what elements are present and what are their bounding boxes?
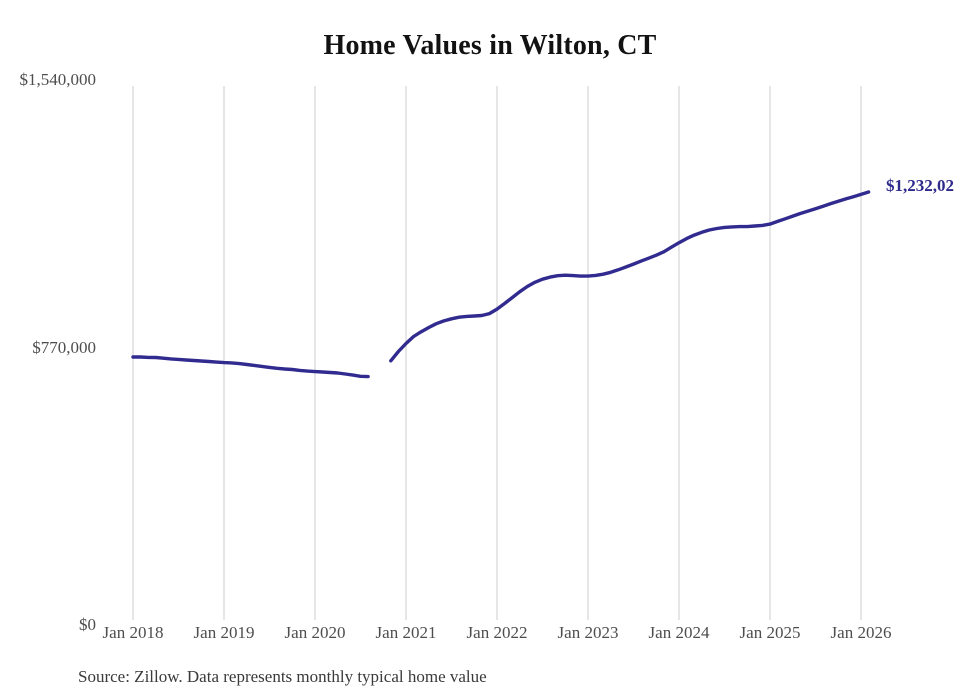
- latest-value-label: $1,232,02: [886, 176, 954, 195]
- source-note: Source: Zillow. Data represents monthly …: [78, 667, 487, 686]
- x-axis-tick-label: Jan 2024: [648, 623, 710, 642]
- x-axis-tick-label: Jan 2023: [557, 623, 619, 642]
- x-axis-tick-label: Jan 2020: [284, 623, 346, 642]
- gridlines: [132, 86, 862, 620]
- home-value-line: [131, 190, 871, 379]
- x-axis-tick-label: Jan 2026: [830, 623, 892, 642]
- y-axis-tick-label: $770,000: [32, 338, 96, 357]
- x-axis-tick-label: Jan 2019: [193, 623, 255, 642]
- y-axis-tick-label: $1,540,000: [19, 70, 97, 89]
- x-axis-tick-label: Jan 2025: [739, 623, 801, 642]
- x-axis-tick-label: Jan 2022: [466, 623, 528, 642]
- x-axis-tick-label: Jan 2018: [102, 623, 164, 642]
- chart-title: Home Values in Wilton, CT: [323, 30, 657, 61]
- x-axis-tick-label: Jan 2021: [375, 623, 437, 642]
- y-axis-tick-label: $0: [79, 615, 96, 634]
